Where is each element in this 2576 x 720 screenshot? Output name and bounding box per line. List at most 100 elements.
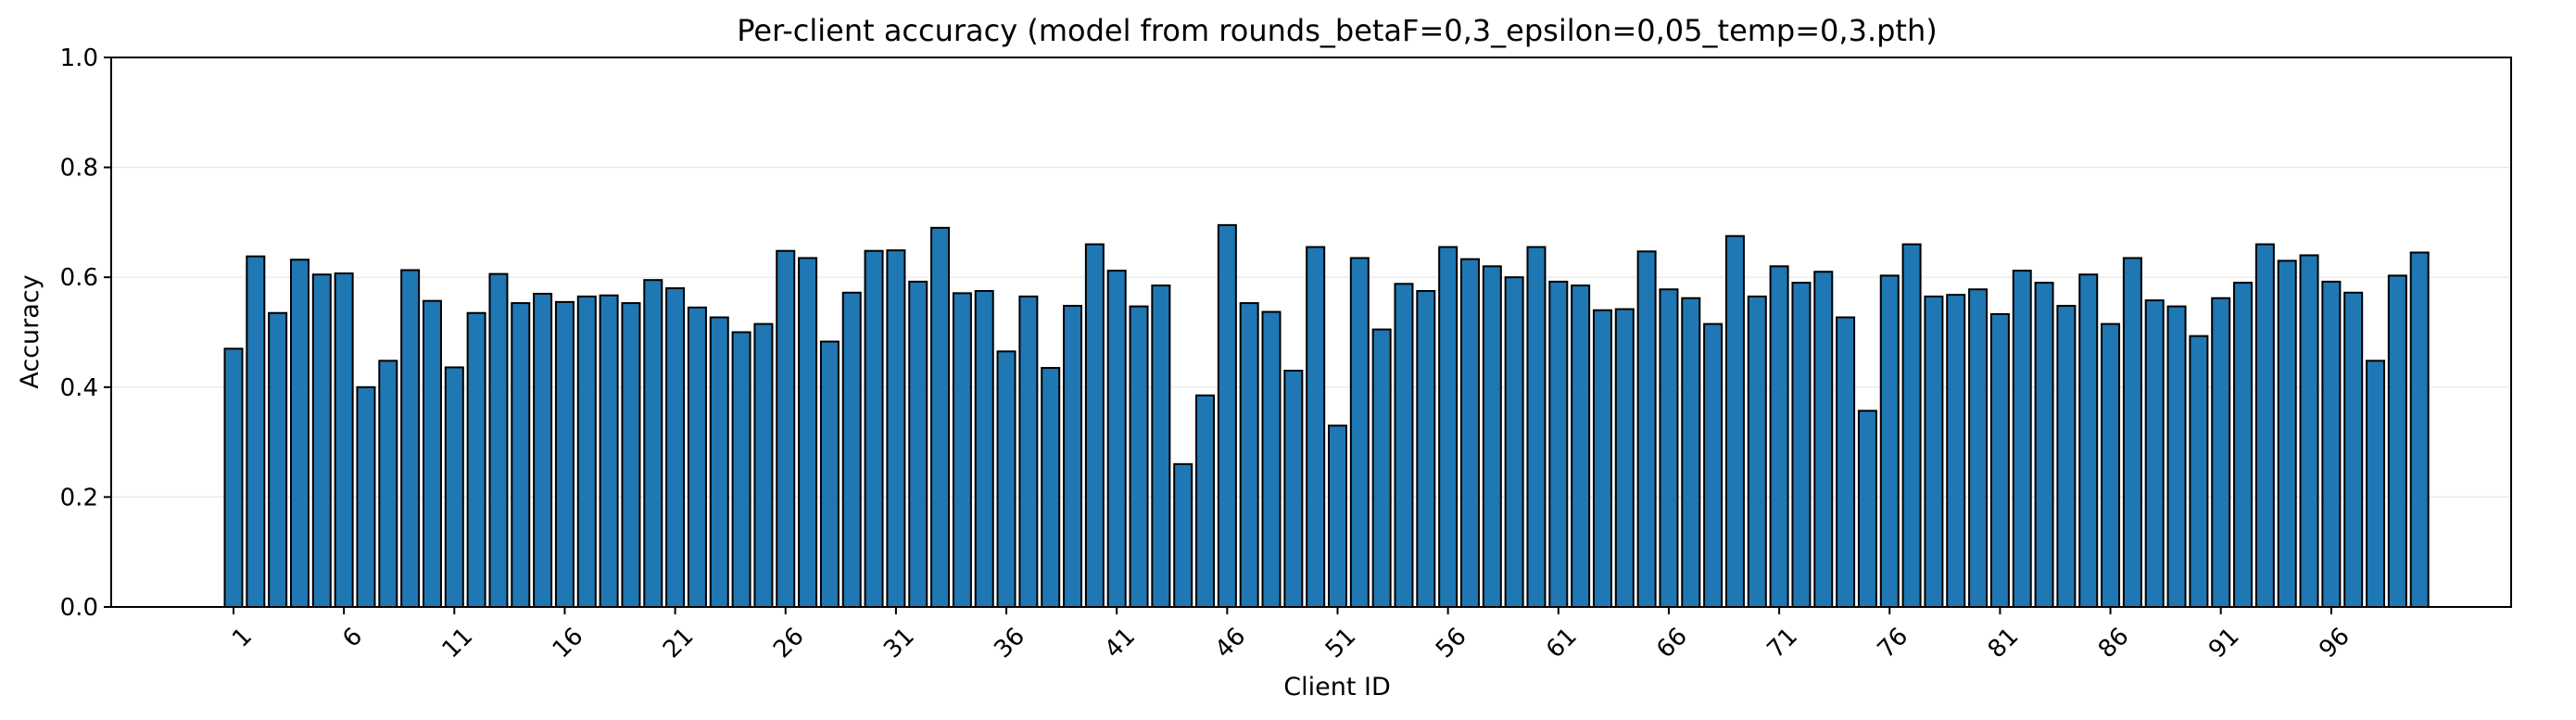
bar-client-2 bbox=[246, 255, 266, 608]
bar-client-77 bbox=[1901, 243, 1922, 608]
bar-client-22 bbox=[687, 306, 707, 608]
chart-title: Per-client accuracy (model from rounds_b… bbox=[737, 13, 1937, 48]
bar-client-67 bbox=[1681, 297, 1701, 608]
bar-client-1 bbox=[223, 347, 244, 608]
bar-client-86 bbox=[2101, 322, 2121, 608]
bar-client-78 bbox=[1924, 295, 1944, 608]
bar-client-36 bbox=[996, 350, 1017, 608]
bar-client-41 bbox=[1106, 270, 1127, 608]
bar-client-30 bbox=[864, 249, 884, 608]
bar-client-28 bbox=[819, 340, 840, 608]
bar-client-93 bbox=[2254, 243, 2275, 608]
y-axis: 0.0 0.2 0.4 0.6 0.8 1.0 bbox=[60, 44, 111, 622]
bar-client-82 bbox=[2012, 270, 2032, 608]
bar-client-95 bbox=[2299, 254, 2319, 608]
bar-client-16 bbox=[554, 300, 575, 608]
bar-client-3 bbox=[268, 311, 288, 608]
bar-client-89 bbox=[2166, 305, 2187, 608]
y-tick-label: 0.2 bbox=[60, 484, 98, 512]
bar-client-13 bbox=[488, 272, 509, 608]
bar-client-7 bbox=[356, 385, 376, 608]
bar-client-52 bbox=[1349, 257, 1370, 608]
bar-client-15 bbox=[533, 292, 553, 608]
bar-client-75 bbox=[1857, 410, 1877, 608]
bar-client-25 bbox=[753, 322, 774, 608]
bar-client-23 bbox=[709, 316, 729, 608]
bar-client-11 bbox=[444, 366, 464, 608]
bar-client-53 bbox=[1371, 328, 1392, 608]
bar-client-19 bbox=[621, 302, 641, 608]
bar-client-64 bbox=[1614, 308, 1635, 608]
bar-client-20 bbox=[643, 279, 663, 608]
bar-client-38 bbox=[1041, 367, 1061, 608]
bar-client-26 bbox=[776, 249, 796, 608]
bar-client-47 bbox=[1239, 302, 1259, 608]
bar-client-17 bbox=[576, 295, 597, 608]
bar-client-99 bbox=[2387, 274, 2407, 608]
bar-client-94 bbox=[2277, 259, 2297, 608]
bar-client-45 bbox=[1195, 394, 1216, 608]
x-axis-title: Client ID bbox=[1283, 673, 1391, 701]
plot-frame bbox=[110, 57, 2512, 608]
bar-client-97 bbox=[2343, 291, 2364, 608]
bar-client-83 bbox=[2034, 282, 2054, 608]
bar-client-84 bbox=[2056, 305, 2077, 608]
bar-client-65 bbox=[1636, 250, 1657, 608]
bar-client-44 bbox=[1173, 462, 1193, 608]
bar-client-10 bbox=[422, 299, 442, 608]
bar-client-74 bbox=[1836, 316, 1856, 608]
bar-client-60 bbox=[1526, 246, 1547, 608]
y-tick-label: 0.0 bbox=[60, 594, 98, 622]
bar-client-5 bbox=[311, 273, 332, 608]
bar-client-66 bbox=[1659, 288, 1679, 608]
bar-client-42 bbox=[1129, 305, 1149, 608]
bar-client-91 bbox=[2211, 297, 2231, 608]
bar-client-14 bbox=[511, 302, 531, 608]
bar-client-90 bbox=[2189, 335, 2209, 608]
bar-client-18 bbox=[599, 294, 619, 608]
bar-client-62 bbox=[1571, 284, 1591, 608]
bar-client-50 bbox=[1306, 246, 1326, 608]
y-tick-label: 0.8 bbox=[60, 155, 98, 183]
bar-client-87 bbox=[2122, 257, 2142, 608]
bar-client-92 bbox=[2233, 282, 2254, 608]
bar-client-73 bbox=[1813, 271, 1834, 608]
bar-client-33 bbox=[930, 226, 951, 609]
bar-client-12 bbox=[466, 311, 486, 608]
bar-client-69 bbox=[1724, 234, 1745, 608]
bar-client-88 bbox=[2144, 299, 2165, 608]
bar-client-68 bbox=[1703, 322, 1724, 608]
bar-client-100 bbox=[2409, 251, 2430, 608]
bar-client-71 bbox=[1769, 265, 1789, 608]
bar-client-8 bbox=[378, 360, 398, 608]
bar-client-49 bbox=[1283, 370, 1304, 609]
y-axis-title: Accuracy bbox=[16, 274, 44, 388]
bar-client-80 bbox=[1968, 288, 1989, 608]
bar-client-39 bbox=[1063, 305, 1083, 608]
y-tick-label: 0.4 bbox=[60, 374, 98, 402]
bar-client-57 bbox=[1459, 258, 1480, 608]
bar-client-24 bbox=[731, 331, 751, 608]
bar-client-55 bbox=[1416, 290, 1436, 608]
bar-client-63 bbox=[1592, 309, 1612, 608]
bar-client-79 bbox=[1946, 294, 1966, 608]
bar-client-6 bbox=[334, 272, 354, 608]
y-tick-label: 0.6 bbox=[60, 264, 98, 292]
bar-client-4 bbox=[289, 259, 309, 608]
bar-client-98 bbox=[2366, 360, 2386, 608]
bar-client-76 bbox=[1879, 274, 1900, 608]
bar-client-9 bbox=[400, 269, 421, 608]
bar-client-31 bbox=[886, 249, 906, 608]
bar-client-81 bbox=[1989, 312, 2010, 608]
bar-client-48 bbox=[1261, 310, 1282, 608]
bar-client-59 bbox=[1504, 276, 1524, 608]
bar-client-85 bbox=[2078, 273, 2099, 608]
bar-client-58 bbox=[1482, 265, 1502, 608]
bar-client-21 bbox=[665, 287, 686, 608]
bar-client-35 bbox=[974, 290, 994, 608]
bar-client-46 bbox=[1217, 223, 1237, 608]
bar-client-40 bbox=[1084, 243, 1105, 608]
bar-client-56 bbox=[1438, 246, 1458, 608]
bar-client-61 bbox=[1548, 280, 1569, 608]
